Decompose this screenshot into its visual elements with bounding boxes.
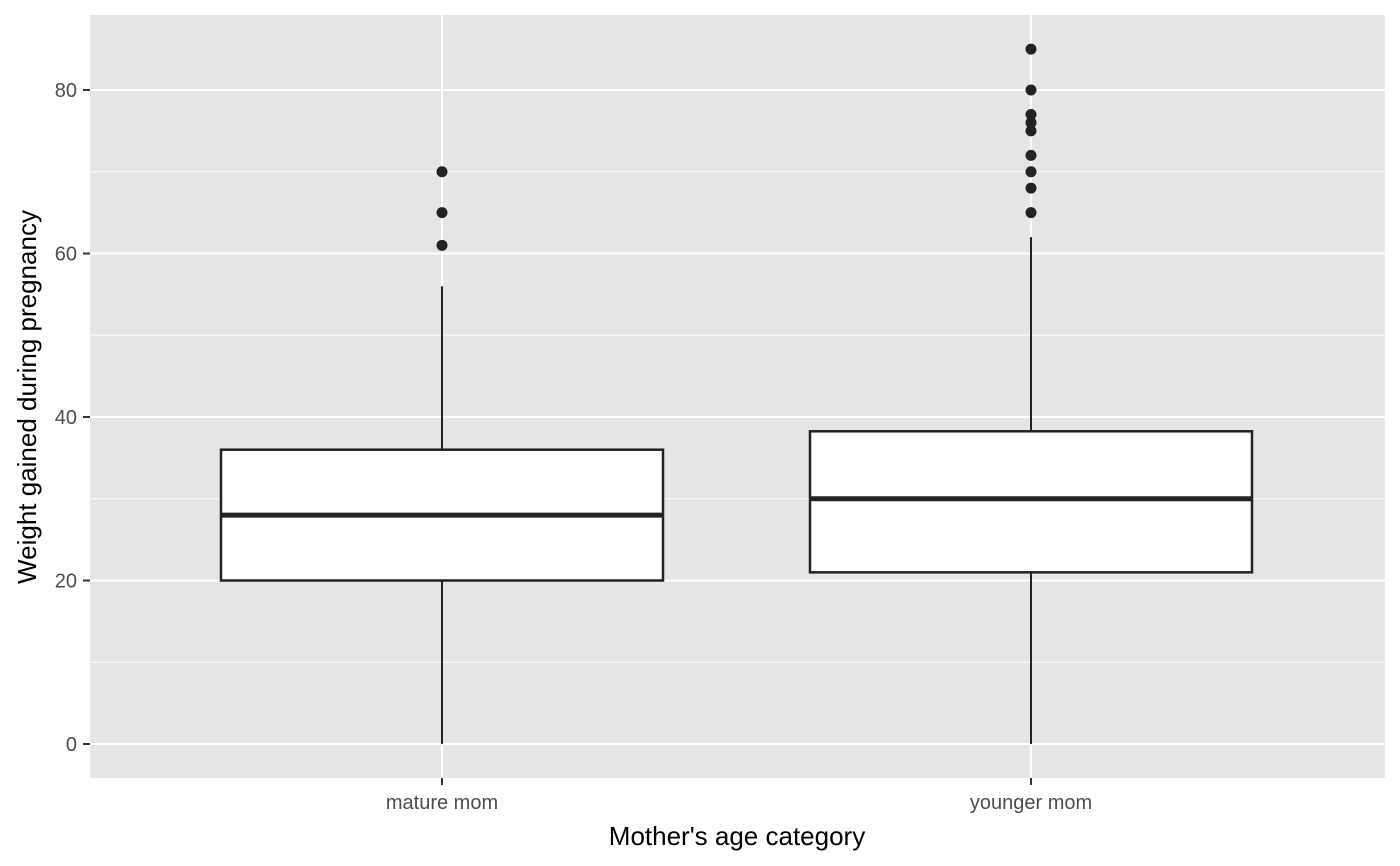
plot-panel xyxy=(90,15,1385,778)
outlier-point xyxy=(1025,149,1037,161)
box-mature-mom xyxy=(219,166,665,744)
outlier-point xyxy=(1025,109,1037,121)
y-tick-label: 0 xyxy=(66,734,77,756)
outlier-point xyxy=(1025,84,1037,96)
outlier-point xyxy=(1025,125,1037,137)
outlier-point xyxy=(1025,117,1037,129)
y-tick-label: 80 xyxy=(55,80,77,102)
iqr-box xyxy=(808,430,1254,574)
y-axis: 0 20 40 60 80 xyxy=(55,80,90,756)
y-tick-label: 60 xyxy=(55,244,77,266)
outlier-point xyxy=(436,239,448,251)
x-tick-label: mature mom xyxy=(386,792,498,814)
outlier-point xyxy=(1025,43,1037,55)
boxes-layer xyxy=(219,43,1254,744)
y-tick-label: 40 xyxy=(55,407,77,429)
y-axis-title: Weight gained during pregnancy xyxy=(12,210,42,584)
y-tick-label: 20 xyxy=(55,571,77,593)
x-axis-title: Mother's age category xyxy=(609,821,865,851)
outlier-point xyxy=(436,207,448,219)
outlier-point xyxy=(436,166,448,178)
outlier-point xyxy=(1025,207,1037,219)
box-younger-mom xyxy=(808,43,1254,744)
x-axis: mature mom younger mom xyxy=(386,778,1092,814)
x-tick-label: younger mom xyxy=(970,792,1092,814)
outlier-point xyxy=(1025,182,1037,194)
outlier-point xyxy=(1025,166,1037,178)
